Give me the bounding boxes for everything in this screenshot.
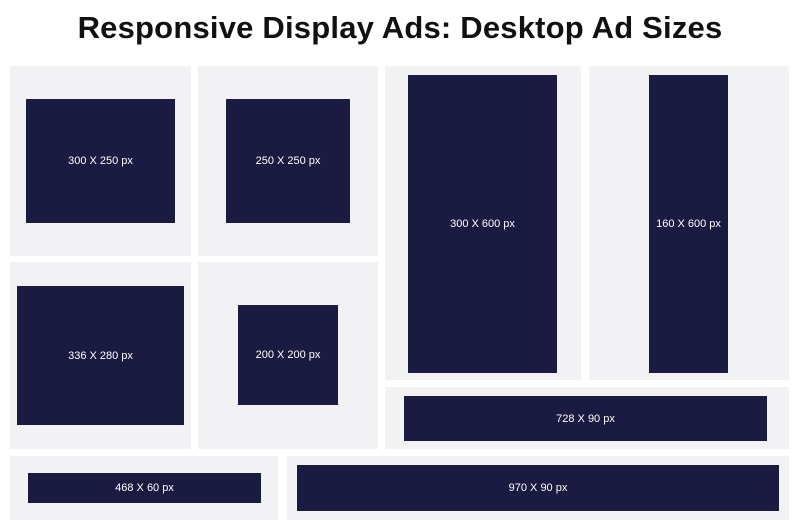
ad-300x600: 300 X 600 px: [408, 75, 557, 373]
cell-336x280: 336 X 280 px: [10, 262, 191, 449]
ad-300x250: 300 X 250 px: [26, 99, 175, 223]
ad-728x90: 728 X 90 px: [404, 396, 767, 441]
ad-160x600: 160 X 600 px: [649, 75, 728, 373]
cell-300x600: 300 X 600 px: [385, 66, 581, 380]
ad-970x90: 970 X 90 px: [297, 465, 779, 511]
cell-250x250: 250 X 250 px: [198, 66, 378, 256]
cell-160x600: 160 X 600 px: [589, 66, 789, 380]
ad-468x60: 468 X 60 px: [28, 473, 261, 503]
ad-250x250: 250 X 250 px: [226, 99, 350, 223]
ad-200x200: 200 X 200 px: [238, 305, 338, 405]
cell-468x60: 468 X 60 px: [10, 456, 278, 520]
cell-300x250: 300 X 250 px: [10, 66, 191, 256]
ad-336x280: 336 X 280 px: [17, 286, 184, 425]
cell-728x90: 728 X 90 px: [385, 387, 789, 449]
cell-200x200: 200 X 200 px: [198, 262, 378, 449]
page-title: Responsive Display Ads: Desktop Ad Sizes: [77, 10, 723, 45]
cell-970x90: 970 X 90 px: [287, 456, 789, 520]
